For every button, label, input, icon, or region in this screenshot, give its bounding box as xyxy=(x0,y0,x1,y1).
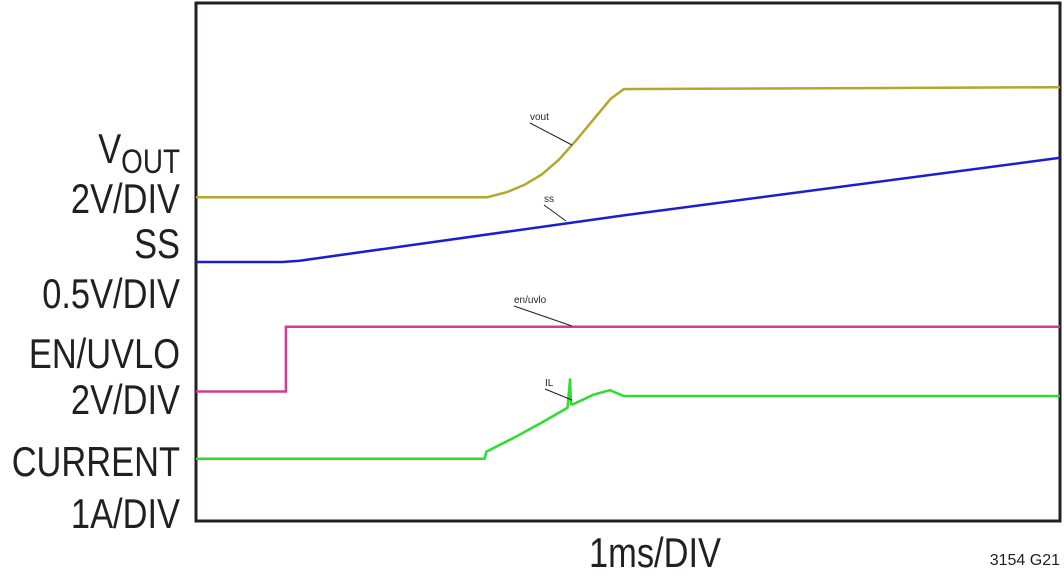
trace xyxy=(196,325,1060,393)
left-label-main: CURRENT xyxy=(12,439,180,486)
left-label-group: EN/UVLO xyxy=(29,331,180,378)
trace xyxy=(196,85,1061,199)
left-label-group: 2V/DIV xyxy=(71,377,180,424)
trace-label: IL xyxy=(545,378,554,389)
leader-line xyxy=(513,305,573,327)
x-axis-label: 1ms/DIV xyxy=(589,530,721,577)
left-label-main: V xyxy=(98,126,121,173)
leader-line xyxy=(544,388,573,401)
x-label-group: 1ms/DIV xyxy=(589,530,721,577)
trace-label: ss xyxy=(544,194,554,205)
left-label-main: SS xyxy=(134,221,180,268)
trace xyxy=(196,378,1060,461)
left-label-group: 1A/DIV xyxy=(71,491,180,538)
left-labels: VOUT2V/DIVSS0.5V/DIVEN/UVLO2V/DIVCURRENT… xyxy=(12,126,181,538)
left-label-main: 2V/DIV xyxy=(71,377,180,424)
trace-label: en/uvlo xyxy=(514,295,547,306)
left-label-sub: OUT xyxy=(121,142,180,180)
left-label: EN/UVLO xyxy=(29,331,180,378)
left-label: 0.5V/DIV xyxy=(42,271,180,318)
left-label-group: VOUT xyxy=(98,126,180,181)
left-label-group: 2V/DIV xyxy=(71,176,180,223)
left-label: 2V/DIV xyxy=(71,176,180,223)
left-label-main: 1A/DIV xyxy=(71,491,180,538)
left-label: VOUT xyxy=(98,126,180,181)
left-label-group: SS xyxy=(134,221,180,268)
left-label: 2V/DIV xyxy=(71,377,180,424)
left-label: 1A/DIV xyxy=(71,491,180,538)
left-label-group: 0.5V/DIV xyxy=(42,271,180,318)
trace-label: vout xyxy=(530,112,549,123)
left-label-group: CURRENT xyxy=(12,439,180,486)
trace xyxy=(196,156,1061,264)
left-label-main: EN/UVLO xyxy=(29,331,180,378)
plot-frame xyxy=(194,1,1062,523)
left-label: SS xyxy=(134,221,180,268)
left-label-main: 0.5V/DIV xyxy=(42,271,180,318)
left-label-main: 2V/DIV xyxy=(71,176,180,223)
figure-id: 3154 G21 xyxy=(990,552,1060,569)
leader-line xyxy=(543,204,567,222)
leader-line xyxy=(529,122,573,146)
left-label: CURRENT xyxy=(12,439,180,486)
